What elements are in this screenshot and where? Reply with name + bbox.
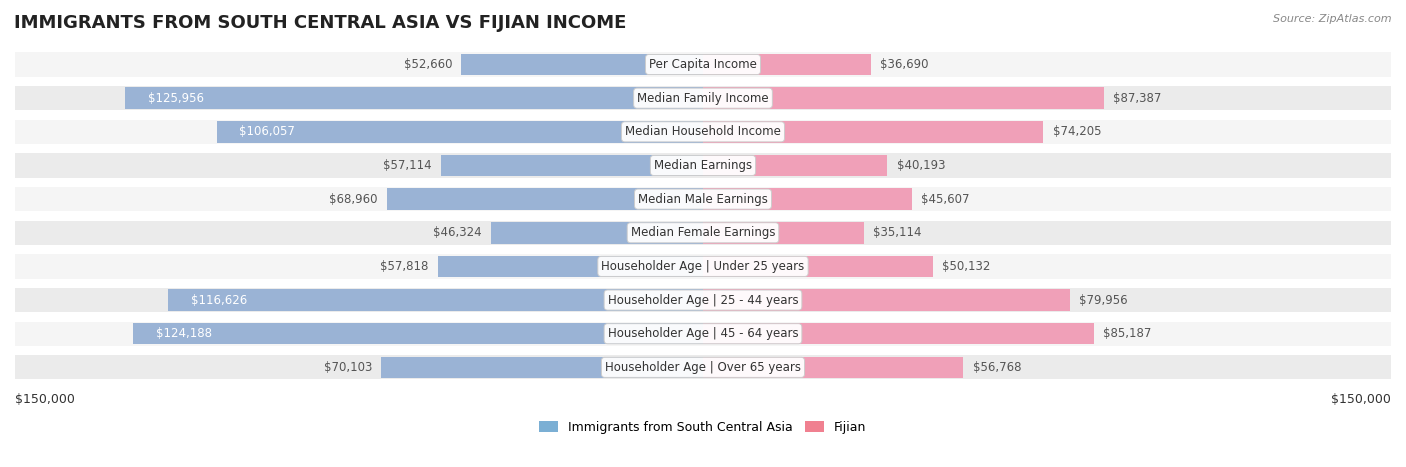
Text: $150,000: $150,000	[15, 393, 75, 406]
Text: $57,818: $57,818	[380, 260, 429, 273]
FancyBboxPatch shape	[15, 120, 1391, 144]
Text: $85,187: $85,187	[1102, 327, 1152, 340]
Text: $106,057: $106,057	[239, 125, 295, 138]
Legend: Immigrants from South Central Asia, Fijian: Immigrants from South Central Asia, Fiji…	[534, 416, 872, 439]
FancyBboxPatch shape	[703, 289, 1070, 311]
FancyBboxPatch shape	[703, 357, 963, 378]
FancyBboxPatch shape	[441, 155, 703, 176]
FancyBboxPatch shape	[15, 322, 1391, 346]
Text: $40,193: $40,193	[897, 159, 945, 172]
FancyBboxPatch shape	[15, 153, 1391, 177]
Text: $46,324: $46,324	[433, 226, 481, 239]
Text: Median Family Income: Median Family Income	[637, 92, 769, 105]
Text: $36,690: $36,690	[880, 58, 929, 71]
Text: $52,660: $52,660	[404, 58, 453, 71]
FancyBboxPatch shape	[437, 255, 703, 277]
Text: $57,114: $57,114	[384, 159, 432, 172]
Text: Householder Age | 25 - 44 years: Householder Age | 25 - 44 years	[607, 294, 799, 306]
FancyBboxPatch shape	[217, 121, 703, 142]
Text: $125,956: $125,956	[148, 92, 204, 105]
FancyBboxPatch shape	[15, 52, 1391, 77]
FancyBboxPatch shape	[703, 121, 1043, 142]
Text: Median Female Earnings: Median Female Earnings	[631, 226, 775, 239]
Text: $50,132: $50,132	[942, 260, 990, 273]
FancyBboxPatch shape	[703, 255, 934, 277]
Text: $87,387: $87,387	[1114, 92, 1161, 105]
Text: $35,114: $35,114	[873, 226, 922, 239]
FancyBboxPatch shape	[15, 187, 1391, 211]
FancyBboxPatch shape	[15, 220, 1391, 245]
Text: $79,956: $79,956	[1078, 294, 1128, 306]
Text: IMMIGRANTS FROM SOUTH CENTRAL ASIA VS FIJIAN INCOME: IMMIGRANTS FROM SOUTH CENTRAL ASIA VS FI…	[14, 14, 627, 32]
FancyBboxPatch shape	[15, 86, 1391, 110]
FancyBboxPatch shape	[134, 323, 703, 345]
Text: Median Male Earnings: Median Male Earnings	[638, 192, 768, 205]
FancyBboxPatch shape	[169, 289, 703, 311]
FancyBboxPatch shape	[15, 288, 1391, 312]
Text: $150,000: $150,000	[1331, 393, 1391, 406]
Text: Median Earnings: Median Earnings	[654, 159, 752, 172]
FancyBboxPatch shape	[703, 323, 1094, 345]
FancyBboxPatch shape	[461, 54, 703, 75]
FancyBboxPatch shape	[125, 87, 703, 109]
Text: $124,188: $124,188	[156, 327, 212, 340]
FancyBboxPatch shape	[491, 222, 703, 243]
FancyBboxPatch shape	[381, 357, 703, 378]
Text: $74,205: $74,205	[1053, 125, 1101, 138]
FancyBboxPatch shape	[703, 188, 912, 210]
Text: Householder Age | Under 25 years: Householder Age | Under 25 years	[602, 260, 804, 273]
FancyBboxPatch shape	[15, 355, 1391, 380]
FancyBboxPatch shape	[703, 87, 1104, 109]
Text: Householder Age | 45 - 64 years: Householder Age | 45 - 64 years	[607, 327, 799, 340]
FancyBboxPatch shape	[15, 255, 1391, 278]
Text: Per Capita Income: Per Capita Income	[650, 58, 756, 71]
Text: Source: ZipAtlas.com: Source: ZipAtlas.com	[1274, 14, 1392, 24]
Text: $70,103: $70,103	[323, 361, 373, 374]
FancyBboxPatch shape	[703, 222, 865, 243]
Text: Householder Age | Over 65 years: Householder Age | Over 65 years	[605, 361, 801, 374]
FancyBboxPatch shape	[703, 155, 887, 176]
Text: $45,607: $45,607	[921, 192, 970, 205]
Text: Median Household Income: Median Household Income	[626, 125, 780, 138]
FancyBboxPatch shape	[703, 54, 872, 75]
FancyBboxPatch shape	[387, 188, 703, 210]
Text: $116,626: $116,626	[191, 294, 247, 306]
Text: $68,960: $68,960	[329, 192, 378, 205]
Text: $56,768: $56,768	[973, 361, 1021, 374]
